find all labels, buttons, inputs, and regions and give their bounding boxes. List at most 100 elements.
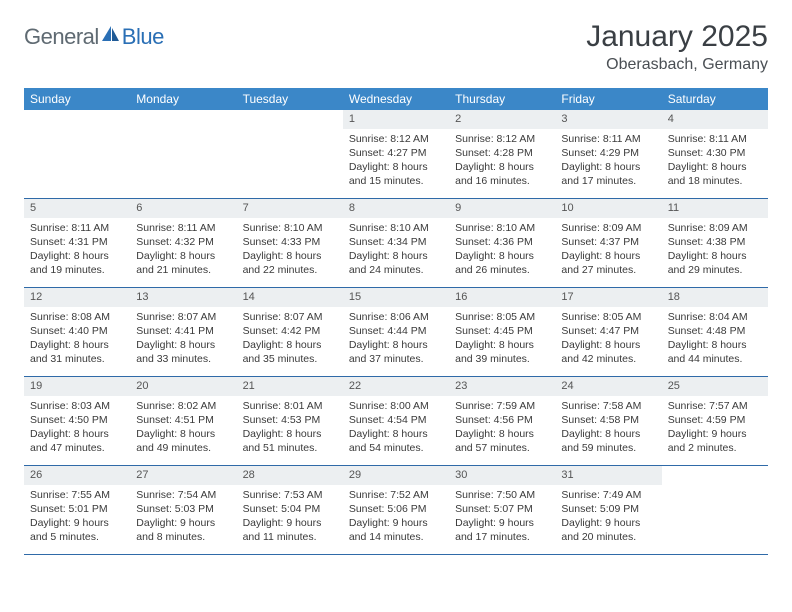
day-body: Sunrise: 8:11 AMSunset: 4:30 PMDaylight:… [662,129,768,193]
weekday-cell: Monday [130,88,236,110]
sunset-line: Sunset: 4:37 PM [561,235,655,249]
sunset-line: Sunset: 4:45 PM [455,324,549,338]
day-body: Sunrise: 8:03 AMSunset: 4:50 PMDaylight:… [24,396,130,460]
day-cell-empty [24,110,130,198]
sunrise-line: Sunrise: 7:53 AM [243,488,337,502]
daylight-line: Daylight: 8 hours and 51 minutes. [243,427,337,455]
location: Oberasbach, Germany [586,56,768,74]
daylight-line: Daylight: 8 hours and 44 minutes. [668,338,762,366]
sunset-line: Sunset: 4:51 PM [136,413,230,427]
day-number: 6 [130,199,236,218]
day-cell: 20Sunrise: 8:02 AMSunset: 4:51 PMDayligh… [130,377,236,465]
daylight-line: Daylight: 8 hours and 19 minutes. [30,249,124,277]
sunset-line: Sunset: 4:33 PM [243,235,337,249]
sunset-line: Sunset: 5:06 PM [349,502,443,516]
day-number: 28 [237,466,343,485]
day-body: Sunrise: 8:02 AMSunset: 4:51 PMDaylight:… [130,396,236,460]
sunset-line: Sunset: 4:41 PM [136,324,230,338]
month-title: January 2025 [586,20,768,54]
day-number: 13 [130,288,236,307]
sunrise-line: Sunrise: 8:10 AM [349,221,443,235]
day-body: Sunrise: 7:58 AMSunset: 4:58 PMDaylight:… [555,396,661,460]
sunrise-line: Sunrise: 8:06 AM [349,310,443,324]
day-cell: 27Sunrise: 7:54 AMSunset: 5:03 PMDayligh… [130,466,236,554]
sunset-line: Sunset: 4:54 PM [349,413,443,427]
day-cell: 13Sunrise: 8:07 AMSunset: 4:41 PMDayligh… [130,288,236,376]
sunrise-line: Sunrise: 7:50 AM [455,488,549,502]
sunrise-line: Sunrise: 8:05 AM [455,310,549,324]
sunrise-line: Sunrise: 8:09 AM [668,221,762,235]
weekday-cell: Tuesday [237,88,343,110]
sunrise-line: Sunrise: 8:05 AM [561,310,655,324]
day-cell: 6Sunrise: 8:11 AMSunset: 4:32 PMDaylight… [130,199,236,287]
day-body: Sunrise: 8:05 AMSunset: 4:47 PMDaylight:… [555,307,661,371]
day-number: 30 [449,466,555,485]
daylight-line: Daylight: 8 hours and 21 minutes. [136,249,230,277]
day-cell: 10Sunrise: 8:09 AMSunset: 4:37 PMDayligh… [555,199,661,287]
sunrise-line: Sunrise: 8:10 AM [455,221,549,235]
sunrise-line: Sunrise: 8:12 AM [455,132,549,146]
day-number: 24 [555,377,661,396]
daylight-line: Daylight: 8 hours and 15 minutes. [349,160,443,188]
sunrise-line: Sunrise: 7:55 AM [30,488,124,502]
weekday-cell: Saturday [662,88,768,110]
day-body: Sunrise: 8:11 AMSunset: 4:31 PMDaylight:… [24,218,130,282]
daylight-line: Daylight: 8 hours and 33 minutes. [136,338,230,366]
day-number: 14 [237,288,343,307]
daylight-line: Daylight: 9 hours and 17 minutes. [455,516,549,544]
day-cell: 14Sunrise: 8:07 AMSunset: 4:42 PMDayligh… [237,288,343,376]
day-number: 25 [662,377,768,396]
day-body: Sunrise: 7:55 AMSunset: 5:01 PMDaylight:… [24,485,130,549]
day-body: Sunrise: 8:09 AMSunset: 4:37 PMDaylight:… [555,218,661,282]
day-body: Sunrise: 7:59 AMSunset: 4:56 PMDaylight:… [449,396,555,460]
daylight-line: Daylight: 9 hours and 11 minutes. [243,516,337,544]
weekday-cell: Thursday [449,88,555,110]
day-body: Sunrise: 8:00 AMSunset: 4:54 PMDaylight:… [343,396,449,460]
sunset-line: Sunset: 4:28 PM [455,146,549,160]
day-cell: 1Sunrise: 8:12 AMSunset: 4:27 PMDaylight… [343,110,449,198]
daylight-line: Daylight: 8 hours and 42 minutes. [561,338,655,366]
sunrise-line: Sunrise: 7:54 AM [136,488,230,502]
sunset-line: Sunset: 4:44 PM [349,324,443,338]
daylight-line: Daylight: 9 hours and 8 minutes. [136,516,230,544]
day-body: Sunrise: 8:08 AMSunset: 4:40 PMDaylight:… [24,307,130,371]
sunrise-line: Sunrise: 8:02 AM [136,399,230,413]
daylight-line: Daylight: 8 hours and 17 minutes. [561,160,655,188]
day-body: Sunrise: 8:12 AMSunset: 4:28 PMDaylight:… [449,129,555,193]
day-number: 4 [662,110,768,129]
daylight-line: Daylight: 8 hours and 37 minutes. [349,338,443,366]
day-cell: 24Sunrise: 7:58 AMSunset: 4:58 PMDayligh… [555,377,661,465]
logo: General Blue [24,24,164,50]
header: General Blue January 2025 Oberasbach, Ge… [24,20,768,74]
daylight-line: Daylight: 8 hours and 39 minutes. [455,338,549,366]
day-cell-empty [662,466,768,554]
day-body: Sunrise: 8:10 AMSunset: 4:33 PMDaylight:… [237,218,343,282]
daylight-line: Daylight: 8 hours and 47 minutes. [30,427,124,455]
weekday-cell: Wednesday [343,88,449,110]
sunset-line: Sunset: 4:42 PM [243,324,337,338]
day-cell: 31Sunrise: 7:49 AMSunset: 5:09 PMDayligh… [555,466,661,554]
week-row: 1Sunrise: 8:12 AMSunset: 4:27 PMDaylight… [24,110,768,199]
daylight-line: Daylight: 9 hours and 2 minutes. [668,427,762,455]
day-number: 1 [343,110,449,129]
sunrise-line: Sunrise: 8:11 AM [668,132,762,146]
sunset-line: Sunset: 4:58 PM [561,413,655,427]
sunset-line: Sunset: 4:31 PM [30,235,124,249]
sunset-line: Sunset: 4:40 PM [30,324,124,338]
day-cell: 11Sunrise: 8:09 AMSunset: 4:38 PMDayligh… [662,199,768,287]
sunset-line: Sunset: 4:59 PM [668,413,762,427]
daylight-line: Daylight: 8 hours and 24 minutes. [349,249,443,277]
week-row: 19Sunrise: 8:03 AMSunset: 4:50 PMDayligh… [24,377,768,466]
sunrise-line: Sunrise: 7:57 AM [668,399,762,413]
week-row: 26Sunrise: 7:55 AMSunset: 5:01 PMDayligh… [24,466,768,555]
daylight-line: Daylight: 8 hours and 18 minutes. [668,160,762,188]
sunrise-line: Sunrise: 7:49 AM [561,488,655,502]
day-cell: 23Sunrise: 7:59 AMSunset: 4:56 PMDayligh… [449,377,555,465]
day-body: Sunrise: 7:54 AMSunset: 5:03 PMDaylight:… [130,485,236,549]
day-cell: 4Sunrise: 8:11 AMSunset: 4:30 PMDaylight… [662,110,768,198]
sunrise-line: Sunrise: 8:07 AM [243,310,337,324]
day-number: 9 [449,199,555,218]
weekday-cell: Friday [555,88,661,110]
logo-sail-icon [102,26,120,47]
day-body: Sunrise: 8:09 AMSunset: 4:38 PMDaylight:… [662,218,768,282]
